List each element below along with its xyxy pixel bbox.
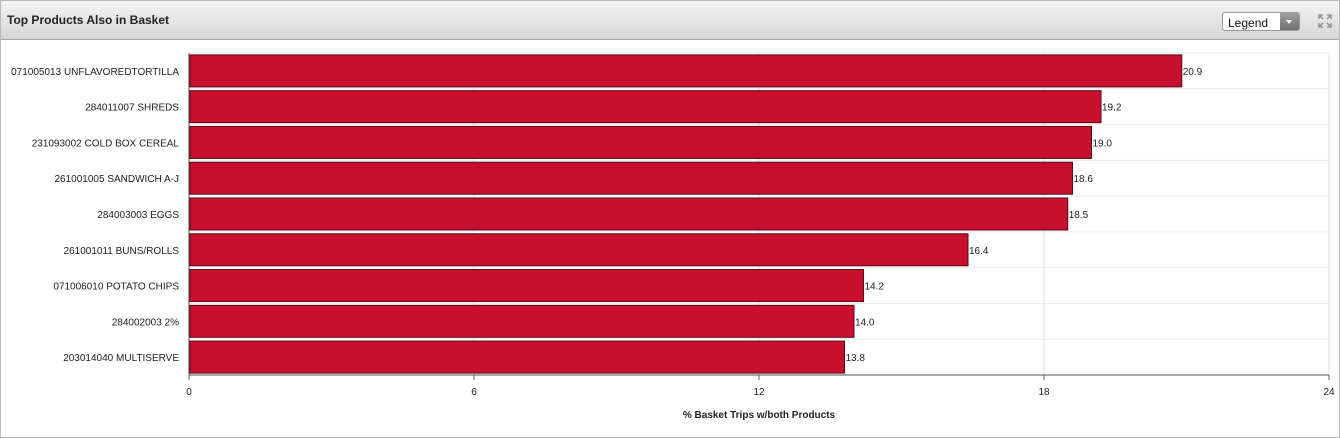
bar[interactable] [189,54,1183,88]
bar-value-label: 19.0 [1093,138,1113,149]
bar[interactable] [189,340,845,374]
bar-value-label: 19.2 [1102,103,1122,114]
bar[interactable] [189,269,864,303]
bar[interactable] [189,90,1102,124]
bar-value-label: 18.5 [1069,210,1089,221]
chevron-down-icon [1280,13,1299,30]
bar[interactable] [189,161,1073,195]
bar-value-label: 13.8 [846,353,866,364]
x-tick-label: 12 [753,387,765,398]
expand-icon[interactable] [1317,13,1333,29]
bar[interactable] [189,233,969,267]
x-tick-label: 18 [1038,387,1050,398]
bar[interactable] [189,197,1069,231]
category-label: 284003003 EGGS [97,210,179,221]
panel-header: Top Products Also in Basket Legend [1,1,1339,40]
category-label: 284002003 2% [112,317,179,328]
bar-value-label: 14.0 [855,317,875,328]
category-label: 231093002 COLD BOX CEREAL [32,138,180,149]
category-label: 203014040 MULTISERVE [63,353,179,364]
bar[interactable] [189,304,855,338]
bar-value-label: 14.2 [865,282,885,293]
bar-value-label: 16.4 [969,246,989,257]
x-tick-label: 24 [1323,387,1335,398]
bar[interactable] [189,125,1092,159]
category-label: 284011007 SHREDS [85,103,179,114]
category-label: 261001005 SANDWICH A-J [54,174,179,185]
x-tick-label: 6 [471,387,477,398]
x-tick-label: 0 [186,387,192,398]
x-axis-title: % Basket Trips w/both Products [683,410,836,421]
panel-title: Top Products Also in Basket [7,13,170,27]
category-label: 071005013 UNFLAVOREDTORTILLA [11,67,179,78]
category-label: 071006010 POTATO CHIPS [53,282,179,293]
bar-value-label: 20.9 [1183,67,1203,78]
category-label: 261001011 BUNS/ROLLS [64,246,180,257]
legend-dropdown-label: Legend [1228,16,1269,30]
legend-dropdown[interactable]: Legend [1222,12,1300,31]
bar-value-label: 18.6 [1074,174,1094,185]
